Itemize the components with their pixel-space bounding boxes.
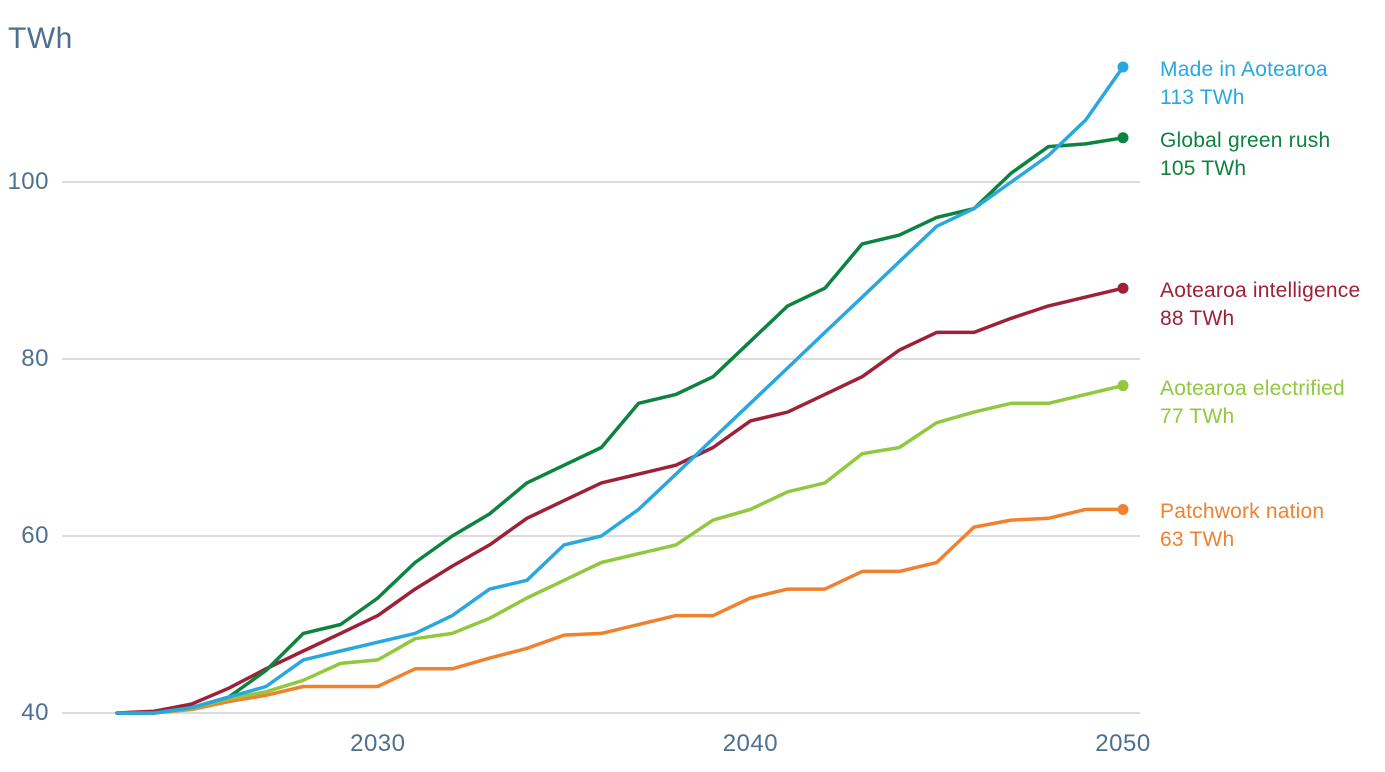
end-dot-aotearoa-electrified (1117, 380, 1129, 392)
legend-value: 77 TWh (1160, 404, 1235, 428)
y-tick-60: 60 (21, 522, 49, 549)
legend-value: 88 TWh (1160, 307, 1235, 331)
legend-item-made-in-aotearoa: Made in Aotearoa 113 TWh (1160, 56, 1385, 112)
end-dot-patchwork-nation (1117, 503, 1129, 515)
line-patchwork-nation (115, 507, 1125, 715)
y-tick-80: 80 (21, 345, 49, 372)
legend-item-aotearoa-intelligence: Aotearoa intelligence 88 TWh (1160, 277, 1385, 333)
y-tick-100: 100 (7, 168, 49, 195)
line-made-in-aotearoa (115, 65, 1125, 715)
legend-name: Aotearoa intelligence (1160, 279, 1361, 303)
end-dot-global-green-rush (1117, 132, 1129, 144)
y-tick-40: 40 (21, 699, 49, 726)
legend-item-global-green-rush: Global green rush 105 TWh (1160, 127, 1385, 183)
line-aotearoa-electrified (115, 383, 1125, 715)
end-dot-made-in-aotearoa (1117, 61, 1129, 73)
legend-item-aotearoa-electrified: Aotearoa electrified 77 TWh (1160, 375, 1385, 431)
x-tick-2030: 2030 (350, 730, 406, 757)
legend-value: 113 TWh (1160, 85, 1245, 109)
legend-value: 105 TWh (1160, 156, 1247, 180)
line-global-green-rush (115, 136, 1125, 715)
legend-name: Aotearoa electrified (1160, 376, 1345, 400)
legend-name: Made in Aotearoa (1160, 57, 1328, 81)
x-tick-2050: 2050 (1095, 730, 1151, 757)
legend-name: Patchwork nation (1160, 500, 1325, 524)
line-aotearoa-intelligence (115, 286, 1125, 715)
y-axis-title: TWh (8, 22, 73, 55)
legend-value: 63 TWh (1160, 528, 1235, 552)
x-tick-2040: 2040 (722, 730, 779, 757)
end-dot-aotearoa-intelligence (1117, 282, 1129, 294)
legend-item-patchwork-nation: Patchwork nation 63 TWh (1160, 498, 1385, 554)
legend-name: Global green rush (1160, 128, 1331, 152)
